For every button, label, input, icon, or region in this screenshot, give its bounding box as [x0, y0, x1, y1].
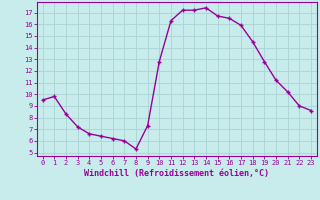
X-axis label: Windchill (Refroidissement éolien,°C): Windchill (Refroidissement éolien,°C) — [84, 169, 269, 178]
